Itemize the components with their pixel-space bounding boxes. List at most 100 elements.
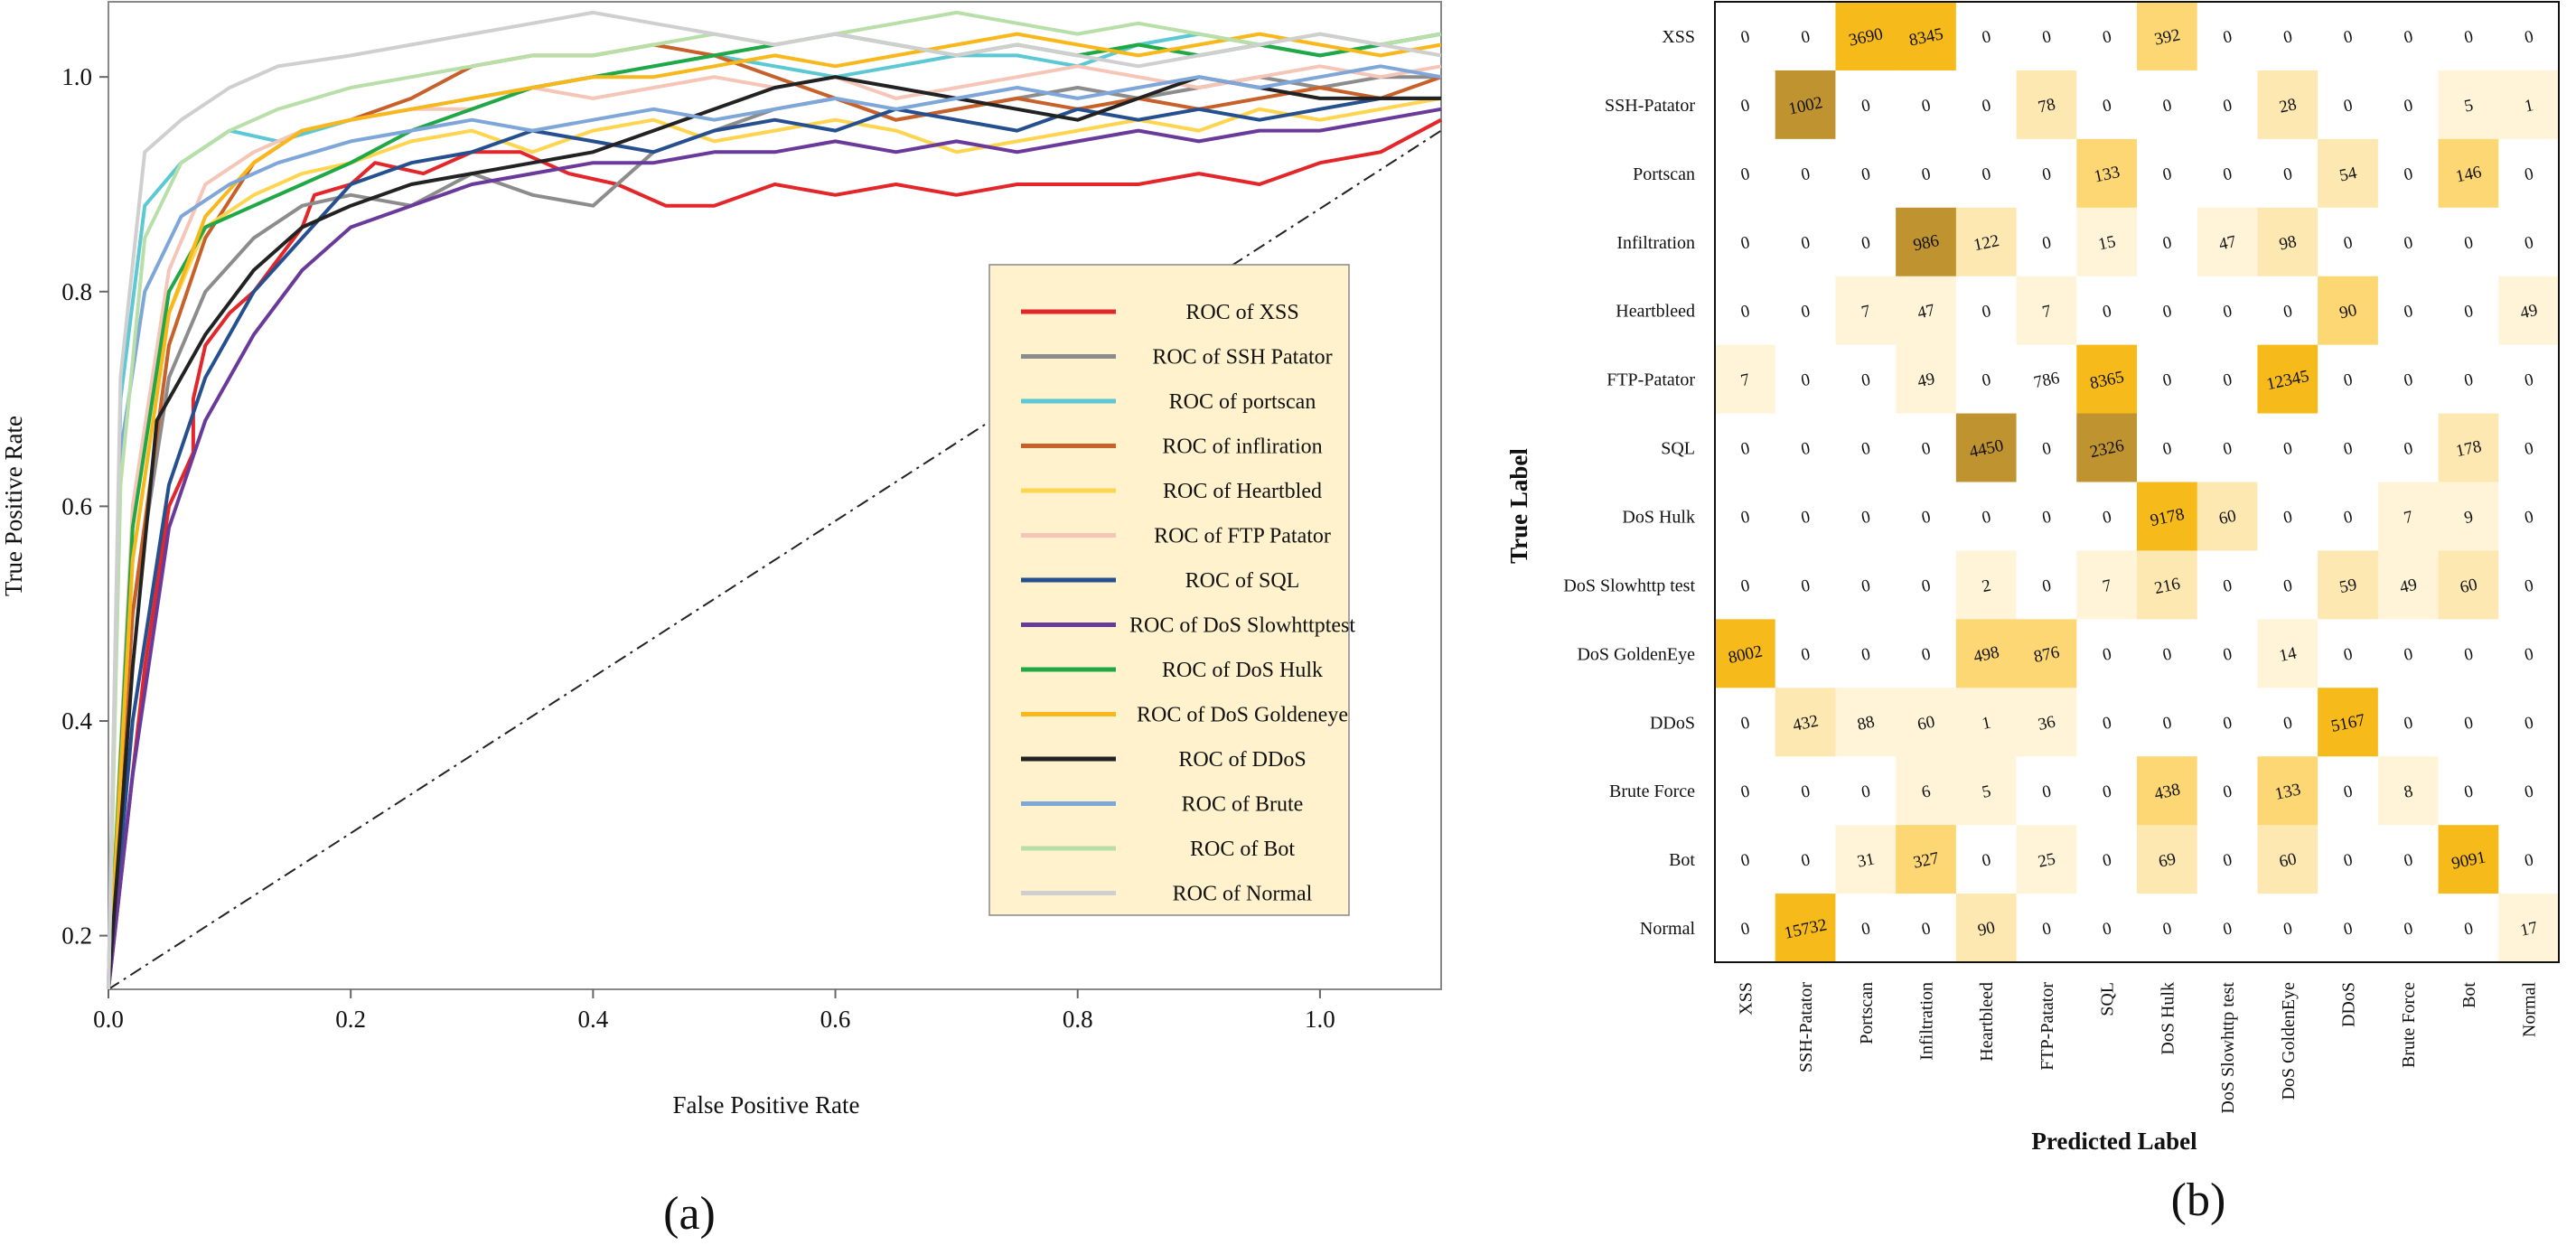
cm-cell xyxy=(2197,894,2258,963)
cm-y-axis-title: True Label xyxy=(1505,448,1532,564)
roc-y-tick-label: 0.2 xyxy=(61,922,92,950)
roc-series-line-roc-of-heartbled xyxy=(107,96,1442,990)
cm-cell-value: 0 xyxy=(2403,713,2415,734)
cm-cell xyxy=(2438,138,2499,209)
cm-cell-value: 0 xyxy=(2281,508,2294,529)
cm-cell-value: 0 xyxy=(2523,850,2535,871)
cm-cell xyxy=(2197,138,2258,209)
cm-cell-value: 15 xyxy=(2096,232,2117,254)
cm-cell xyxy=(1835,207,1897,277)
cm-cell xyxy=(2016,70,2077,140)
roc-y-tick-label: 0.4 xyxy=(61,707,92,735)
cm-cell-value: 0 xyxy=(2523,27,2535,48)
cm-cell-value: 0 xyxy=(2403,233,2415,254)
cm-cell-value: 0 xyxy=(2222,439,2234,460)
cm-cell-value: 0 xyxy=(2101,27,2113,48)
cm-cell-value: 98 xyxy=(2278,232,2299,254)
cm-cell-value: 7 xyxy=(2040,302,2053,323)
cm-cell xyxy=(1775,70,1836,140)
cm-cell xyxy=(1775,550,1836,620)
cm-cell xyxy=(1835,894,1897,963)
cm-cell-value: 0 xyxy=(2462,919,2475,940)
cm-cell xyxy=(1896,344,1957,415)
roc-legend-box xyxy=(988,264,1350,916)
cm-cell xyxy=(1775,138,1836,209)
cm-cell-value: 0 xyxy=(1800,508,1813,529)
roc-legend-label: ROC of DoS Goldeneye xyxy=(1137,704,1348,727)
cm-cell-value: 0 xyxy=(2523,576,2535,597)
roc-y-axis-title: True Positive Rate xyxy=(0,416,27,596)
cm-cell-value: 49 xyxy=(2398,576,2419,597)
cm-cell-value: 0 xyxy=(2222,302,2234,323)
cm-cell xyxy=(2137,482,2198,551)
roc-legend-label: ROC of SQL xyxy=(1185,569,1300,593)
cm-cell xyxy=(1715,207,1776,277)
cm-cell xyxy=(1775,413,1836,482)
cm-cell-value: 0 xyxy=(1920,508,1933,529)
cm-cell xyxy=(2016,344,2077,415)
cm-cell xyxy=(2438,344,2499,415)
cm-cell-value: 0 xyxy=(2403,302,2415,323)
cm-cell-value: 0 xyxy=(2040,508,2053,529)
cm-cell-value: 0 xyxy=(2281,439,2294,460)
cm-cell xyxy=(1715,2,1776,71)
cm-cell-value: 60 xyxy=(1916,712,1936,734)
cm-row-label: Normal xyxy=(1640,919,1696,939)
cm-cell xyxy=(1835,413,1897,482)
cm-cell-value: 0 xyxy=(1739,850,1752,871)
roc-legend-label: ROC of Heartbled xyxy=(1163,480,1322,503)
cm-cell xyxy=(2438,413,2499,482)
cm-cell xyxy=(1835,550,1897,620)
cm-cell-value: 0 xyxy=(1859,96,1872,117)
cm-row-label: XSS xyxy=(1662,27,1695,47)
cm-cell-value: 0 xyxy=(2222,919,2234,940)
cm-row-label: DDoS xyxy=(1650,713,1695,733)
cm-cell xyxy=(2076,2,2138,71)
cm-cell xyxy=(2076,138,2138,209)
cm-cell-value: 5 xyxy=(2462,96,2475,117)
cm-cell xyxy=(1715,688,1776,757)
cm-cell-value: 0 xyxy=(1920,164,1933,185)
cm-cell-value: 0 xyxy=(1739,233,1752,254)
cm-cell xyxy=(2377,688,2440,757)
cm-cell xyxy=(2257,825,2318,894)
cm-cell xyxy=(1955,825,2018,894)
cm-cell xyxy=(1955,2,2018,71)
cm-cell xyxy=(1775,894,1836,963)
cm-cell-value: 0 xyxy=(2342,782,2355,802)
cm-cell-value: 0 xyxy=(2523,508,2535,529)
cm-cell xyxy=(2197,276,2258,346)
cm-cell-value: 0 xyxy=(2342,439,2355,460)
cm-cell xyxy=(1775,276,1836,346)
cm-cell-value: 0 xyxy=(2101,919,2113,940)
cm-cell-value: 0 xyxy=(1739,27,1752,48)
cm-cell-value: 0 xyxy=(2161,439,2174,460)
cm-cell-value: 0 xyxy=(2101,645,2113,666)
cm-cell xyxy=(2318,413,2379,482)
cm-cell-value: 88 xyxy=(1856,712,1877,734)
cm-col-label: DoS Slowhttp test xyxy=(2218,982,2238,1114)
cm-cell-value: 0 xyxy=(1920,96,1933,117)
cm-cell xyxy=(2016,2,2077,71)
cm-cell xyxy=(1896,207,1957,277)
cm-cell xyxy=(1896,413,1957,482)
cm-cell xyxy=(2318,2,2379,71)
cm-cell-value: 0 xyxy=(2342,645,2355,666)
cm-cell-value: 0 xyxy=(2523,233,2535,254)
cm-cell-value: 0 xyxy=(2281,576,2294,597)
cm-cell-value: 90 xyxy=(1976,918,1997,940)
cm-cell-value: 0 xyxy=(1800,302,1813,323)
cm-cell-value: 17 xyxy=(2518,918,2539,940)
cm-cell-value: 0 xyxy=(2040,233,2053,254)
cm-cell xyxy=(2076,413,2138,482)
cm-cell xyxy=(1775,619,1836,688)
cm-row-label: Heartbleed xyxy=(1616,302,1695,322)
cm-cell xyxy=(2257,344,2318,415)
cm-cell-value: 0 xyxy=(2523,164,2535,185)
cm-row-label: Brute Force xyxy=(1609,782,1695,801)
cm-cell xyxy=(2377,70,2440,140)
cm-cell xyxy=(2438,688,2499,757)
cm-cell-value: 0 xyxy=(2462,645,2475,666)
cm-cell xyxy=(1955,619,2018,688)
cm-cell-value: 0 xyxy=(1739,439,1752,460)
